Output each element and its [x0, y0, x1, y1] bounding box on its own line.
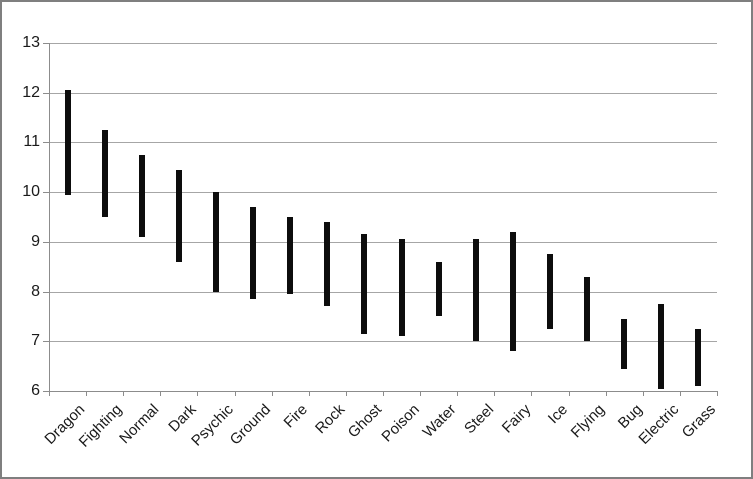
x-tick-9	[383, 392, 384, 396]
x-tick-14	[568, 392, 570, 396]
x-tick-4	[197, 392, 199, 396]
range-bar-ice	[547, 254, 553, 329]
x-tick-3	[160, 392, 162, 396]
x-tick-7	[308, 392, 310, 396]
y-tick-9	[43, 241, 49, 243]
range-bar-fighting	[101, 130, 108, 217]
y-tick-8	[43, 291, 49, 293]
gridline-9	[49, 241, 717, 243]
x-category-label-poison: Poison	[378, 401, 423, 446]
y-tick-label-8: 8	[31, 282, 40, 300]
x-tick-17	[679, 392, 681, 396]
gridline-11	[49, 142, 717, 144]
x-category-label-electric: Electric	[635, 401, 683, 448]
range-bar-dark	[175, 169, 182, 262]
x-category-label-flying: Flying	[567, 401, 609, 442]
range-bar-water	[435, 261, 442, 317]
x-tick-0	[49, 392, 50, 396]
y-tick-10	[43, 192, 49, 194]
gridline-12	[49, 92, 717, 94]
y-tick-label-7: 7	[31, 332, 40, 350]
x-category-label-ground: Ground	[226, 401, 275, 449]
x-axis-line	[49, 391, 718, 392]
x-category-label-bug: Bug	[614, 401, 646, 432]
range-bar-ghost	[361, 234, 368, 334]
range-bar-grass	[695, 328, 702, 386]
range-bar-bug	[621, 318, 628, 369]
gridline-8	[49, 291, 717, 293]
x-category-label-grass: Grass	[679, 401, 720, 442]
x-category-label-normal: Normal	[116, 401, 163, 448]
x-category-label-rock: Rock	[312, 401, 349, 438]
y-tick-label-9: 9	[31, 232, 40, 250]
y-tick-11	[43, 142, 49, 144]
y-axis-line	[49, 43, 50, 392]
y-tick-label-6: 6	[31, 382, 40, 399]
x-tick-6	[271, 392, 273, 396]
range-bar-steel	[472, 239, 479, 342]
range-bar-flying	[584, 276, 591, 342]
x-tick-1	[86, 392, 88, 396]
x-category-label-ice: Ice	[544, 401, 572, 428]
range-bar-dragon	[64, 90, 71, 195]
y-tick-label-13: 13	[22, 34, 40, 51]
x-category-label-fire: Fire	[280, 401, 312, 432]
gridline-10	[49, 192, 717, 194]
y-tick-label-10: 10	[22, 183, 40, 201]
y-tick-12	[43, 92, 49, 94]
range-bar-fire	[287, 217, 294, 295]
plot-area	[49, 43, 717, 391]
x-tick-18	[717, 392, 718, 396]
range-bar-fairy	[509, 231, 516, 352]
y-tick-label-11: 11	[23, 133, 40, 151]
x-tick-16	[642, 392, 644, 396]
y-tick-6	[43, 391, 49, 392]
range-bar-poison	[398, 239, 405, 337]
range-bar-electric	[658, 304, 665, 389]
x-tick-8	[345, 392, 347, 396]
x-tick-2	[123, 392, 125, 396]
x-category-label-steel: Steel	[460, 401, 497, 438]
range-bar-psychic	[213, 192, 219, 292]
x-category-label-water: Water	[419, 401, 460, 441]
x-tick-11	[457, 392, 459, 396]
x-tick-13	[531, 392, 533, 396]
x-tick-10	[420, 392, 422, 396]
y-tick-7	[43, 341, 49, 343]
gridline-13	[49, 43, 717, 44]
range-bar-ground	[250, 207, 257, 300]
range-bar-rock	[324, 221, 331, 307]
y-tick-13	[43, 43, 49, 44]
x-category-label-fairy: Fairy	[498, 401, 534, 437]
y-tick-label-12: 12	[22, 83, 40, 101]
range-bar-normal	[138, 154, 145, 237]
x-tick-15	[605, 392, 607, 396]
x-tick-5	[234, 392, 236, 396]
x-tick-12	[494, 392, 496, 396]
gridline-7	[49, 341, 717, 343]
